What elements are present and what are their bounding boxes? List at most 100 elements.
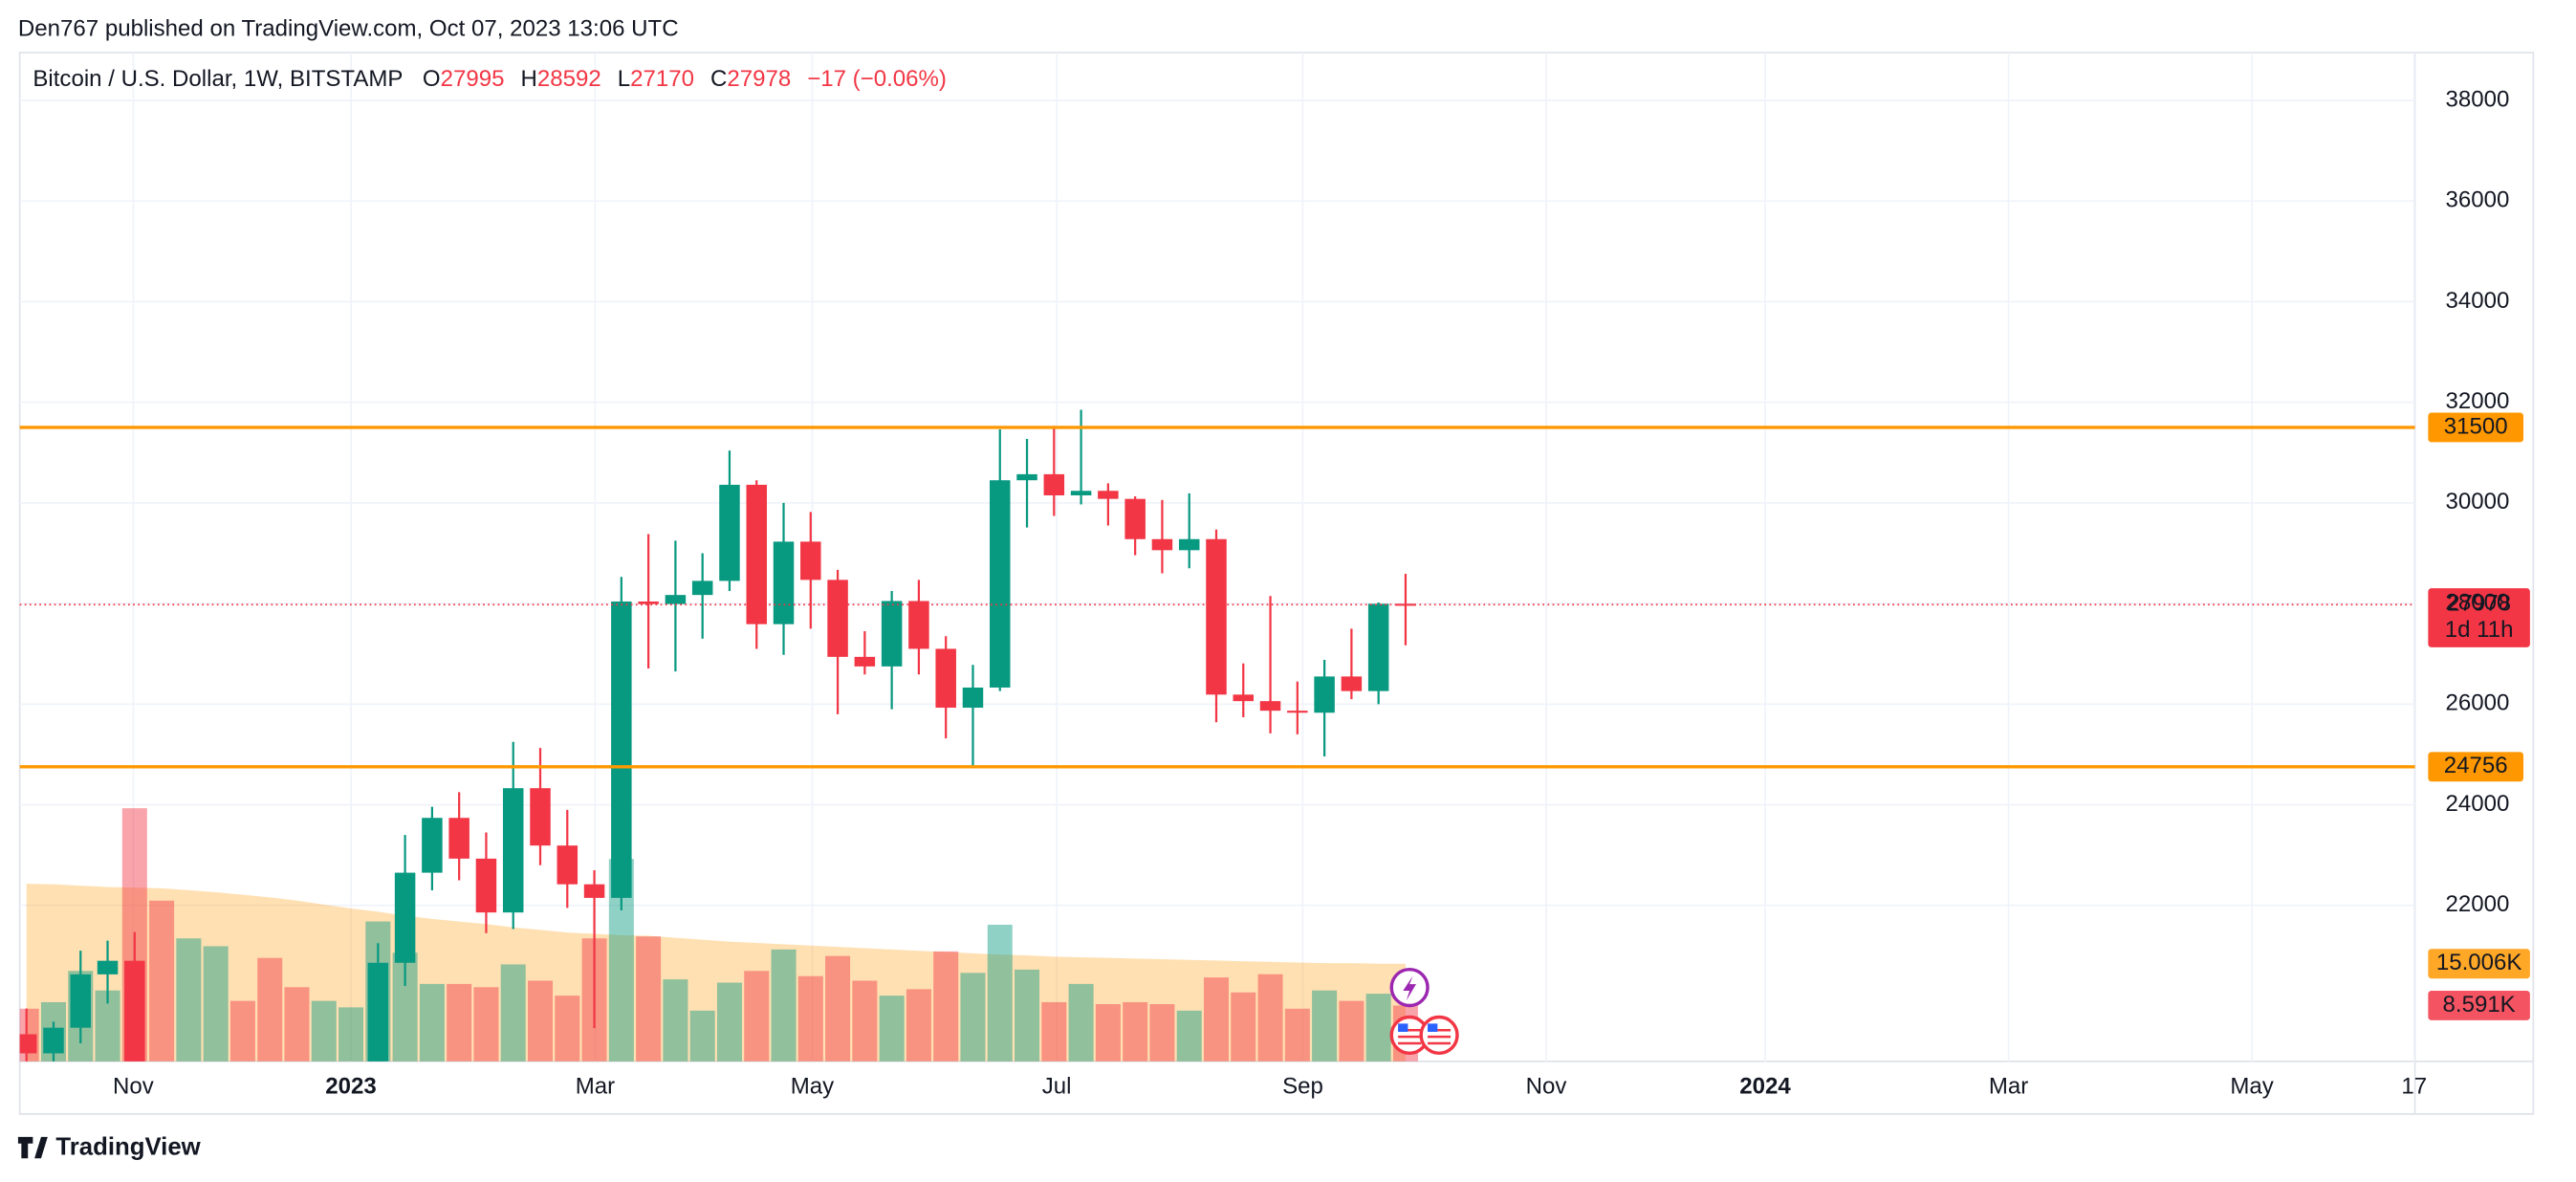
candle-body [43,1027,64,1054]
volume-bar [636,936,662,1062]
volume-bar [555,996,580,1062]
x-tick-label: 17 [2401,1074,2427,1100]
level-tag [2428,752,2524,782]
candle-body [665,595,687,604]
volume-bar [1365,994,1391,1062]
y-tick-label: 36000 [2445,187,2509,213]
candle-body [746,484,767,624]
x-tick-label: Jul [1042,1074,1072,1100]
candles [19,409,1416,1180]
symbol-title: Bitcoin / U.S. Dollar, 1W, BITSTAMP [33,67,403,93]
volume-bar [689,1010,715,1062]
candle-body [638,601,659,604]
candle-body [611,601,632,898]
volume-bar [527,980,554,1062]
volume-bar [419,983,445,1062]
volume-bar [663,979,688,1062]
countdown: 1d 11h [2445,617,2514,643]
candle-body [908,601,929,649]
volume-bar [447,983,472,1062]
candle-body [1178,538,1200,551]
publish-header: Den767 published on TradingView.com, Oct… [18,15,679,41]
volume-bar [500,964,526,1062]
candle-body [502,788,524,913]
volume-bar [852,980,878,1062]
candle-body [719,484,740,581]
volume-bar [1231,992,1256,1062]
x-tick-label: Nov [113,1074,154,1100]
x-tick-label: Nov [1526,1074,1567,1100]
flag-icon[interactable] [1419,1015,1459,1056]
volume-bar [1176,1010,1202,1062]
candle-body [475,858,497,913]
volume-bar [744,971,770,1062]
candle-body [691,580,713,596]
candle-body [1206,538,1227,695]
candle-body [259,1152,279,1168]
logo-mark [17,1136,48,1159]
volume-bar [1149,1003,1175,1062]
last-price-tag [2428,588,2530,647]
volume-ma-tag [2428,949,2530,979]
volume-bar [879,996,905,1062]
candle-body [1341,676,1363,691]
volume-bar [1339,1000,1364,1062]
y-tick-label: 34000 [2445,288,2509,314]
volume-bar [825,955,851,1062]
volume-bar [1312,990,1338,1062]
volume-tag [2428,990,2530,1020]
open-value: 27995 [441,67,505,93]
candle-body [583,884,605,898]
y-tick-label: 38000 [2445,86,2509,112]
y-tick-label: 24000 [2445,791,2509,817]
candle-body [1314,676,1335,713]
logo-text: TradingView [55,1134,201,1161]
volume-bar [987,924,1013,1062]
flag-stripes [1398,1028,1452,1045]
y-tick-label: 28000 [2445,589,2509,615]
volume-bar [1123,1001,1148,1062]
last-price-label: 27978 [2447,591,2511,617]
candle-body [19,1034,37,1054]
candle-body [1367,603,1389,691]
low-letter: L [618,67,630,93]
level-label: 24756 [2444,753,2508,778]
candle-body [314,1176,334,1180]
candle-body [97,960,119,974]
volume-bar [229,1000,255,1062]
level-label: 31500 [2444,413,2508,439]
candle-body [1098,491,1119,499]
flag-canton [1428,1023,1438,1032]
close-value: 27978 [727,67,791,93]
open-letter: O [423,67,441,93]
candle-body [287,1168,307,1180]
candle-body [1043,473,1065,495]
change: −17 (−0.06%) [807,67,947,93]
logo: TradingView [17,1134,202,1161]
symbol-legend: Bitcoin / U.S. Dollar, 1W, BITSTAMP O279… [33,67,947,93]
volume-bar [338,1007,364,1062]
y-tick-label: 30000 [2445,489,2509,514]
level-tag [2428,412,2524,443]
high-letter: H [520,67,536,93]
volume-bar [960,973,986,1062]
volume-bar [257,957,283,1062]
candle-body [340,1148,360,1176]
y-tick-label: 32000 [2445,388,2509,414]
y-tick-label: 26000 [2445,690,2509,716]
y-tick-label: 22000 [2445,891,2509,917]
volume-bar [149,900,175,1062]
volume-bar [176,938,202,1062]
x-tick-label: Sep [1282,1074,1323,1100]
low-value: 27170 [630,67,694,93]
candle-body [962,687,984,709]
volume-bar [203,946,229,1062]
candle-body [990,480,1011,688]
volume-bar [906,989,931,1062]
x-tick-label: 2023 [325,1074,377,1100]
candle-body [935,648,956,709]
candle-body [448,818,469,859]
volume-bar [284,987,310,1062]
flag-canton [1398,1023,1408,1032]
